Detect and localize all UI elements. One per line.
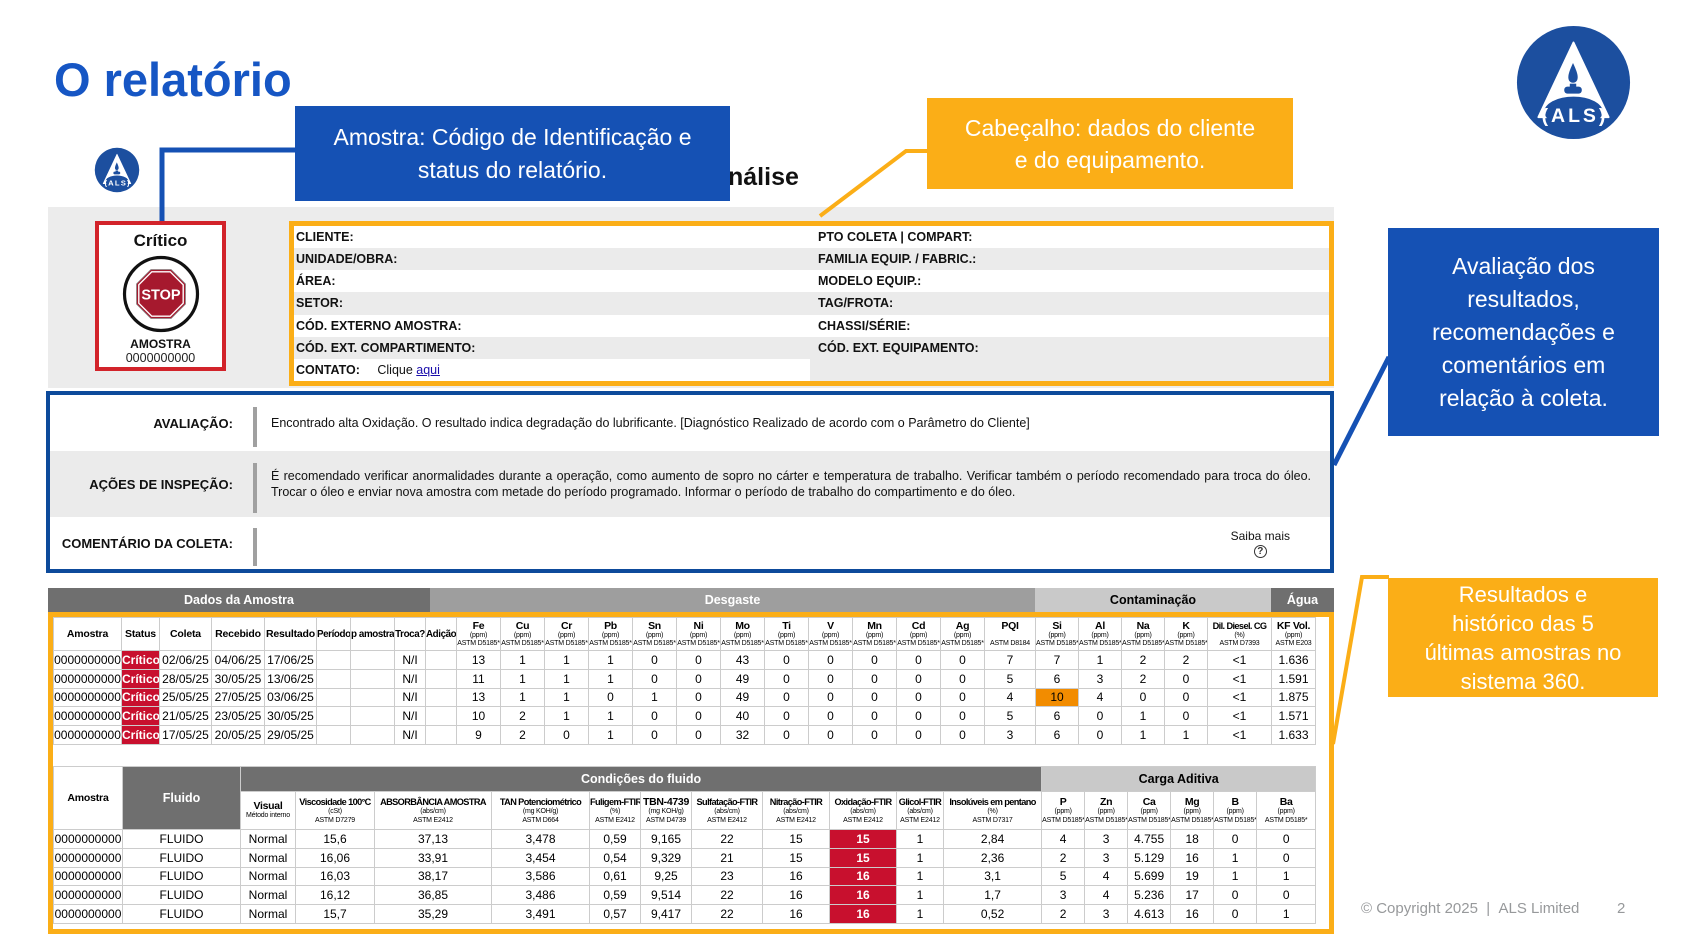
svg-text:STOP: STOP <box>141 288 181 304</box>
svg-text:(ALS): (ALS) <box>104 179 130 188</box>
svg-text:(ALS): (ALS) <box>1542 105 1609 127</box>
